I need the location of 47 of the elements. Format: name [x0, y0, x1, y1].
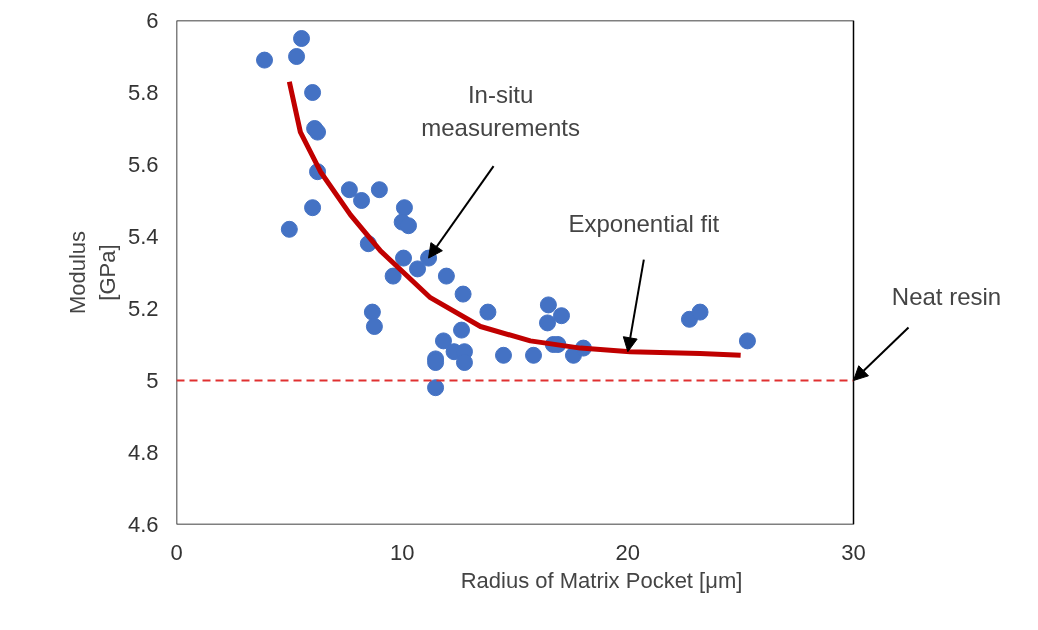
- annotation: Exponential fit: [568, 210, 720, 238]
- y-tick-label: 4.8: [127, 440, 159, 465]
- y-tick-label: 4.6: [127, 512, 159, 537]
- annotation: In-situ measurements: [421, 81, 580, 141]
- y-tick-label: 5.2: [127, 296, 159, 321]
- y-axis-title: Modulus [GPa]: [64, 230, 120, 315]
- point: [453, 321, 471, 339]
- point: [370, 181, 388, 199]
- point: [340, 181, 358, 199]
- point: [280, 220, 298, 238]
- point: [738, 332, 756, 350]
- point: [304, 84, 322, 101]
- x-axis-title: Radius of Matrix Pocket [μm]: [460, 567, 743, 593]
- point: [363, 303, 381, 321]
- point: [454, 285, 472, 303]
- point: [427, 379, 445, 397]
- y-tick-label: 5.6: [127, 152, 159, 177]
- y-tick-label: 6: [146, 8, 159, 33]
- point: [479, 303, 497, 321]
- point: [304, 199, 322, 217]
- point: [539, 296, 557, 314]
- point: [288, 48, 306, 65]
- point: [365, 318, 383, 335]
- point: [293, 30, 311, 47]
- point: [539, 314, 556, 332]
- x-tick-label: 20: [615, 539, 641, 565]
- point: [395, 199, 413, 217]
- point: [409, 260, 427, 278]
- point: [309, 123, 327, 141]
- x-tick-label: 10: [389, 539, 415, 565]
- annotation: Neat resin: [891, 283, 1002, 310]
- x-tick-label: 0: [170, 539, 183, 565]
- point: [691, 303, 709, 321]
- point: [399, 217, 417, 235]
- point: [395, 249, 413, 267]
- point: [552, 307, 570, 325]
- point: [494, 346, 512, 364]
- y-tick-label: 5.8: [127, 80, 159, 105]
- point: [434, 332, 452, 350]
- point: [353, 192, 371, 209]
- point: [256, 51, 274, 69]
- y-tick-label: 5: [146, 368, 159, 393]
- point: [384, 267, 402, 285]
- y-tick-label: 5.4: [127, 224, 159, 249]
- point: [437, 267, 455, 285]
- x-tick-label: 30: [841, 539, 866, 565]
- point: [525, 346, 542, 364]
